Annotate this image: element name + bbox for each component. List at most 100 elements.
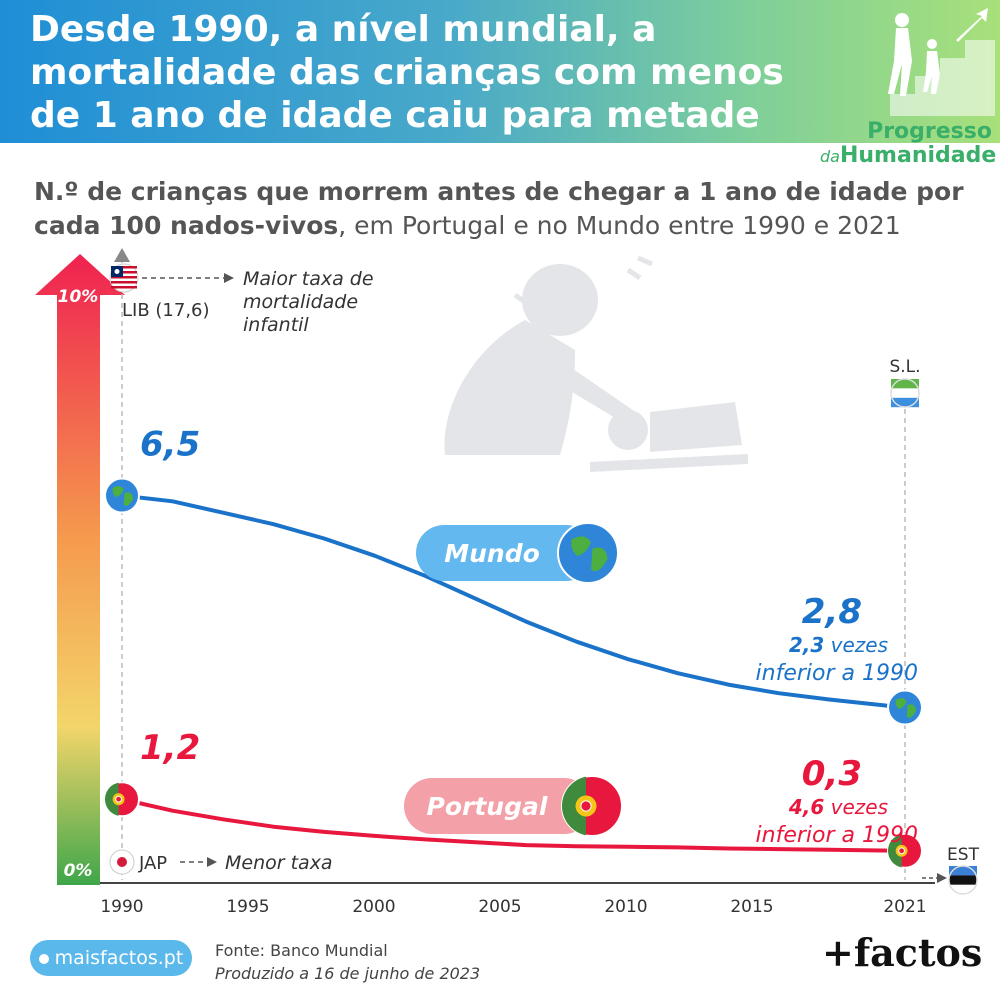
- flag-green: [104, 782, 119, 816]
- end-note-line1: 2,3 vezes: [789, 633, 888, 657]
- estonia-flag-icon: [948, 865, 978, 895]
- series-line-mundo: [120, 493, 907, 710]
- grief-lines: [513, 255, 653, 305]
- flag-shield: [580, 800, 592, 812]
- flag-sun: [117, 857, 127, 867]
- subtitle-rest: , em Portugal e no Mundo entre 1990 e 20…: [338, 211, 901, 240]
- max-label-line2: mortalidade: [243, 291, 358, 313]
- x-tick-label: 2021: [883, 897, 926, 917]
- flag-white: [891, 388, 919, 398]
- flag-star: [114, 269, 120, 274]
- start-value-label: 6,5: [140, 425, 200, 465]
- flag-stripe: [111, 276, 137, 279]
- sierra-leone-flag-icon: [890, 378, 920, 408]
- flag-shield: [898, 847, 905, 855]
- start-portugal-flag-icon: [104, 781, 140, 818]
- site-dot-icon: [38, 953, 49, 964]
- globe-land: [906, 704, 917, 718]
- legend-pill-portugal: [404, 778, 592, 834]
- max-2021-label: S.L.: [889, 357, 920, 377]
- end-note-line1: 4,6 vezes: [788, 795, 888, 819]
- end-note-line2: inferior a 1990: [756, 661, 918, 686]
- produced-note: Produzido a 16 de junho de 2023: [215, 964, 481, 983]
- subtitle-bold: N.º de crianças que morrem antes de cheg…: [34, 177, 964, 240]
- flag-ring: [890, 378, 920, 408]
- end-note-bold: 2,3: [789, 633, 824, 657]
- infant-mortality-chart: 10% 0% 1990 1995 2000 2005 2010 2015 2021 LIB (17…: [35, 248, 980, 917]
- brand-line1: Progresso: [867, 119, 992, 144]
- flag-white: [949, 884, 977, 895]
- flag-black: [949, 875, 977, 885]
- flag-shield: [115, 795, 122, 803]
- japan-flag-icon: [109, 849, 135, 875]
- end-portugal-flag-icon: [887, 832, 923, 869]
- flag-stripe: [111, 266, 137, 269]
- end-note-rest: vezes: [824, 795, 888, 819]
- end-value-label: 0,3: [802, 754, 862, 794]
- globe-ocean: [557, 522, 619, 584]
- brand-line2: daHumanidade: [820, 144, 996, 169]
- flag-blue: [891, 397, 919, 408]
- figure-body: [444, 320, 575, 455]
- x-tick-label: 1990: [100, 897, 143, 917]
- child-body: [650, 402, 742, 452]
- flag-stripe: [111, 281, 137, 284]
- end-value-label: 2,8: [802, 592, 862, 632]
- end-globe-icon: [887, 689, 923, 726]
- figure-arm: [552, 360, 640, 428]
- legend-label-portugal: Portugal: [427, 792, 548, 821]
- series-line-portugal: [120, 797, 907, 853]
- ground-line: [590, 454, 748, 472]
- page-title: Desde 1990, a nível mundial, a mortalida…: [30, 9, 784, 136]
- globe-land: [895, 698, 907, 710]
- flag-stripe: [111, 286, 137, 289]
- scale-top-label: 10%: [58, 287, 99, 307]
- min-label: Menor taxa: [225, 852, 333, 874]
- flag-blue: [949, 866, 977, 876]
- globe-land: [123, 492, 134, 506]
- legend-globe-icon: [557, 522, 619, 584]
- guide-arrow-up-icon: [114, 248, 130, 262]
- flag-stripe: [111, 271, 137, 274]
- x-tick-label: 2015: [730, 897, 773, 917]
- site-badge[interactable]: maisfactos.pt: [30, 940, 192, 976]
- x-tick-label: 2000: [352, 897, 395, 917]
- flag-ring: [948, 865, 978, 895]
- x-tick-label: 2010: [604, 897, 647, 917]
- min-2021-label: EST: [947, 845, 980, 865]
- flag-green: [561, 776, 586, 836]
- end-note-line2: inferior a 1990: [756, 823, 918, 848]
- site-label: maisfactos.pt: [54, 947, 184, 969]
- start-globe-icon: [104, 477, 140, 514]
- legend-pill-mundo: [416, 525, 594, 581]
- flag-green: [887, 834, 902, 868]
- max-label-line1: Maior taxa de: [243, 268, 374, 290]
- max-country-label: LIB (17,6): [122, 300, 210, 321]
- child-head: [608, 410, 648, 450]
- liberia-flag-icon: [109, 263, 139, 293]
- globe-land: [571, 536, 591, 556]
- mourning-figure-icon: [444, 255, 748, 472]
- end-note-rest: vezes: [824, 633, 888, 657]
- scale-arrow: [35, 254, 125, 885]
- min-country-label: JAP: [138, 853, 167, 874]
- brand-logo: Progresso daHumanidade: [820, 119, 996, 169]
- brand-humanidade: Humanidade: [839, 143, 997, 168]
- legend-portugal-flag-icon: [561, 775, 623, 837]
- globe-land: [591, 547, 608, 572]
- source-note: Fonte: Banco Mundial: [215, 941, 388, 960]
- globe-ocean: [104, 477, 140, 514]
- brand-da: da: [820, 147, 840, 166]
- x-tick-label: 2005: [478, 897, 521, 917]
- chart-subtitle: N.º de crianças que morrem antes de cheg…: [34, 175, 974, 243]
- start-value-label: 1,2: [140, 728, 200, 768]
- legend-label-mundo: Mundo: [444, 539, 540, 568]
- header-banner: Desde 1990, a nível mundial, a mortalida…: [0, 0, 1000, 168]
- factos-logo: +factos: [822, 930, 983, 975]
- globe-ocean: [887, 689, 923, 726]
- walking-family-icon: [888, 8, 995, 116]
- end-note-bold: 4,6: [788, 795, 825, 819]
- globe-land: [112, 486, 124, 498]
- flag-green: [891, 379, 919, 389]
- figure-head: [522, 264, 598, 336]
